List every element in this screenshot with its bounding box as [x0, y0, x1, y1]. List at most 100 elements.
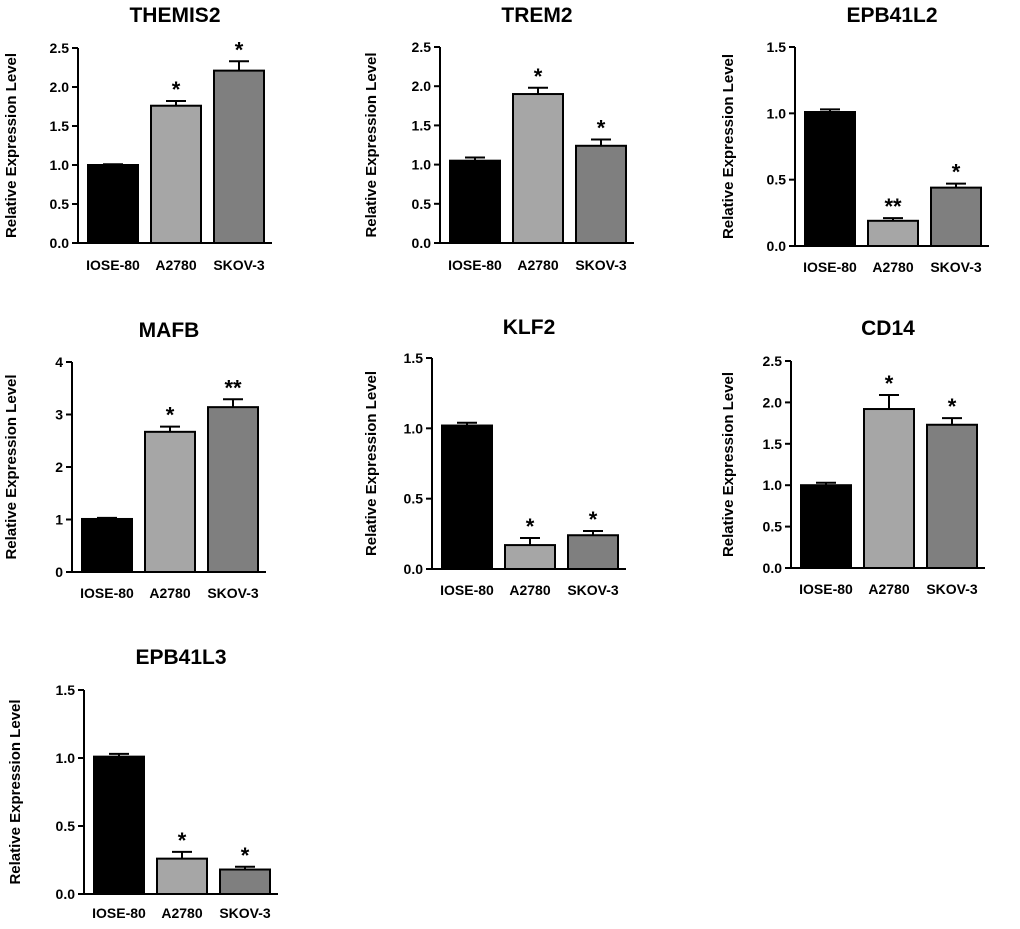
- chart-title: KLF2: [503, 316, 556, 339]
- x-tick-label: SKOV-3: [575, 257, 627, 273]
- y-tick-label: 2.5: [412, 39, 432, 55]
- y-tick-label: 2.5: [763, 353, 783, 369]
- x-tick-label: A2780: [868, 581, 909, 597]
- y-axis-label: Relative Expression Level: [363, 371, 380, 556]
- y-tick-label: 0.0: [763, 560, 783, 576]
- x-tick-label: IOSE-80: [448, 257, 502, 273]
- y-tick-label: 1.0: [412, 157, 432, 173]
- bar-skov-3: [219, 868, 271, 896]
- chart-title: EPB41L3: [135, 646, 226, 669]
- y-tick-label: 1.0: [50, 157, 70, 173]
- chart-panel-mafb: MAFB Relative Expression Level 0 1 2 3 4 IOSE-8…: [3, 319, 266, 601]
- significance-label: **: [884, 194, 902, 219]
- x-tick-label: A2780: [155, 257, 196, 273]
- x-tick-label: IOSE-80: [440, 582, 494, 598]
- chart-title: MAFB: [139, 319, 200, 342]
- x-tick-label: A2780: [149, 585, 190, 601]
- bar-a2780: [512, 93, 564, 245]
- y-tick-label: 1.0: [767, 105, 787, 121]
- x-tick-label: SKOV-3: [207, 585, 259, 601]
- significance-label: *: [241, 843, 250, 868]
- y-tick-label: 2.0: [50, 79, 70, 95]
- bar-iose-80: [87, 164, 139, 244]
- y-axis-label: Relative Expression Level: [363, 52, 380, 237]
- y-tick-label: 0.5: [412, 196, 432, 212]
- bar-iose-80: [804, 111, 856, 247]
- x-tick-label: SKOV-3: [213, 257, 265, 273]
- bar-iose-80: [800, 484, 852, 570]
- chart-panel-cd14: CD14 Relative Expression Level 0.0 0.5 1.0 1.…: [720, 317, 985, 597]
- x-tick-label: IOSE-80: [86, 257, 140, 273]
- significance-label: *: [952, 160, 961, 185]
- bar-iose-80: [449, 159, 501, 244]
- y-tick-label: 1.5: [763, 436, 783, 452]
- chart-panel-trem2: TREM2 Relative Expression Level 0.0 0.5 1.0 1…: [363, 4, 634, 273]
- x-tick-label: IOSE-80: [92, 905, 146, 921]
- bar-iose-80: [441, 424, 493, 570]
- y-tick-label: 1.0: [404, 420, 424, 436]
- y-tick-label: 0.0: [50, 235, 70, 251]
- bar-a2780: [156, 857, 208, 896]
- bar-skov-3: [575, 144, 627, 244]
- significance-label: *: [235, 37, 244, 62]
- y-tick-label: 0.5: [763, 519, 783, 535]
- y-tick-label: 1.0: [56, 750, 76, 766]
- bar-iose-80: [93, 755, 145, 896]
- y-tick-label: 1.5: [50, 118, 70, 134]
- significance-label: *: [172, 77, 181, 102]
- y-tick-label: 2.0: [412, 78, 432, 94]
- x-tick-label: SKOV-3: [567, 582, 619, 598]
- y-tick-label: 2.5: [50, 40, 70, 56]
- bar-a2780: [867, 219, 919, 248]
- bar-skov-3: [926, 423, 978, 570]
- y-tick-label: 1.5: [56, 682, 76, 698]
- y-axis-label: Relative Expression Level: [7, 699, 24, 884]
- y-tick-label: 1.5: [412, 117, 432, 133]
- y-axis-label: Relative Expression Level: [720, 372, 737, 557]
- y-axis-label: Relative Expression Level: [3, 374, 20, 559]
- y-tick-label: 1.0: [763, 477, 783, 493]
- y-tick-label: 0.0: [412, 235, 432, 251]
- bar-skov-3: [207, 406, 259, 573]
- y-tick-label: 0.5: [767, 172, 787, 188]
- chart-title: CD14: [861, 317, 915, 340]
- y-tick-label: 1.5: [404, 350, 424, 366]
- y-tick-label: 0.5: [50, 196, 70, 212]
- significance-label: *: [589, 507, 598, 532]
- bar-a2780: [144, 430, 196, 574]
- x-tick-label: A2780: [161, 905, 202, 921]
- bar-skov-3: [567, 534, 619, 570]
- significance-label: *: [534, 64, 543, 89]
- significance-label: **: [224, 375, 242, 400]
- chart-title: THEMIS2: [129, 4, 220, 27]
- y-tick-label: 3: [55, 407, 63, 423]
- bar-iose-80: [81, 517, 133, 573]
- chart-panel-epb41l2: EPB41L2 Relative Expression Level 0.0 0.5 1.…: [720, 4, 989, 275]
- y-tick-label: 0.5: [56, 818, 76, 834]
- bar-skov-3: [930, 186, 982, 247]
- y-axis-label: Relative Expression Level: [720, 54, 737, 239]
- chart-panel-klf2: KLF2 Relative Expression Level 0.0 0.5 1.0 1.…: [363, 316, 626, 598]
- x-tick-label: IOSE-80: [80, 585, 134, 601]
- chart-panel-epb41l3: EPB41L3 Relative Expression Level 0.0 0.5 1.…: [7, 646, 278, 921]
- y-tick-label: 0.0: [404, 561, 424, 577]
- significance-label: *: [948, 394, 957, 419]
- y-tick-label: 2: [55, 459, 63, 475]
- y-axis-label: Relative Expression Level: [3, 53, 20, 238]
- y-tick-label: 2.0: [763, 394, 783, 410]
- x-tick-label: SKOV-3: [926, 581, 978, 597]
- x-tick-label: A2780: [509, 582, 550, 598]
- x-tick-label: A2780: [517, 257, 558, 273]
- x-tick-label: SKOV-3: [930, 259, 982, 275]
- y-tick-label: 1.5: [767, 39, 787, 55]
- bar-a2780: [150, 104, 202, 244]
- bar-skov-3: [213, 69, 265, 245]
- x-tick-label: IOSE-80: [803, 259, 857, 275]
- x-tick-label: SKOV-3: [219, 905, 271, 921]
- y-tick-label: 0: [55, 564, 63, 580]
- chart-panel-themis2: THEMIS2 Relative Expression Level 0.0 0.5 1.…: [3, 4, 272, 273]
- significance-label: *: [885, 371, 894, 396]
- y-tick-label: 4: [55, 354, 63, 370]
